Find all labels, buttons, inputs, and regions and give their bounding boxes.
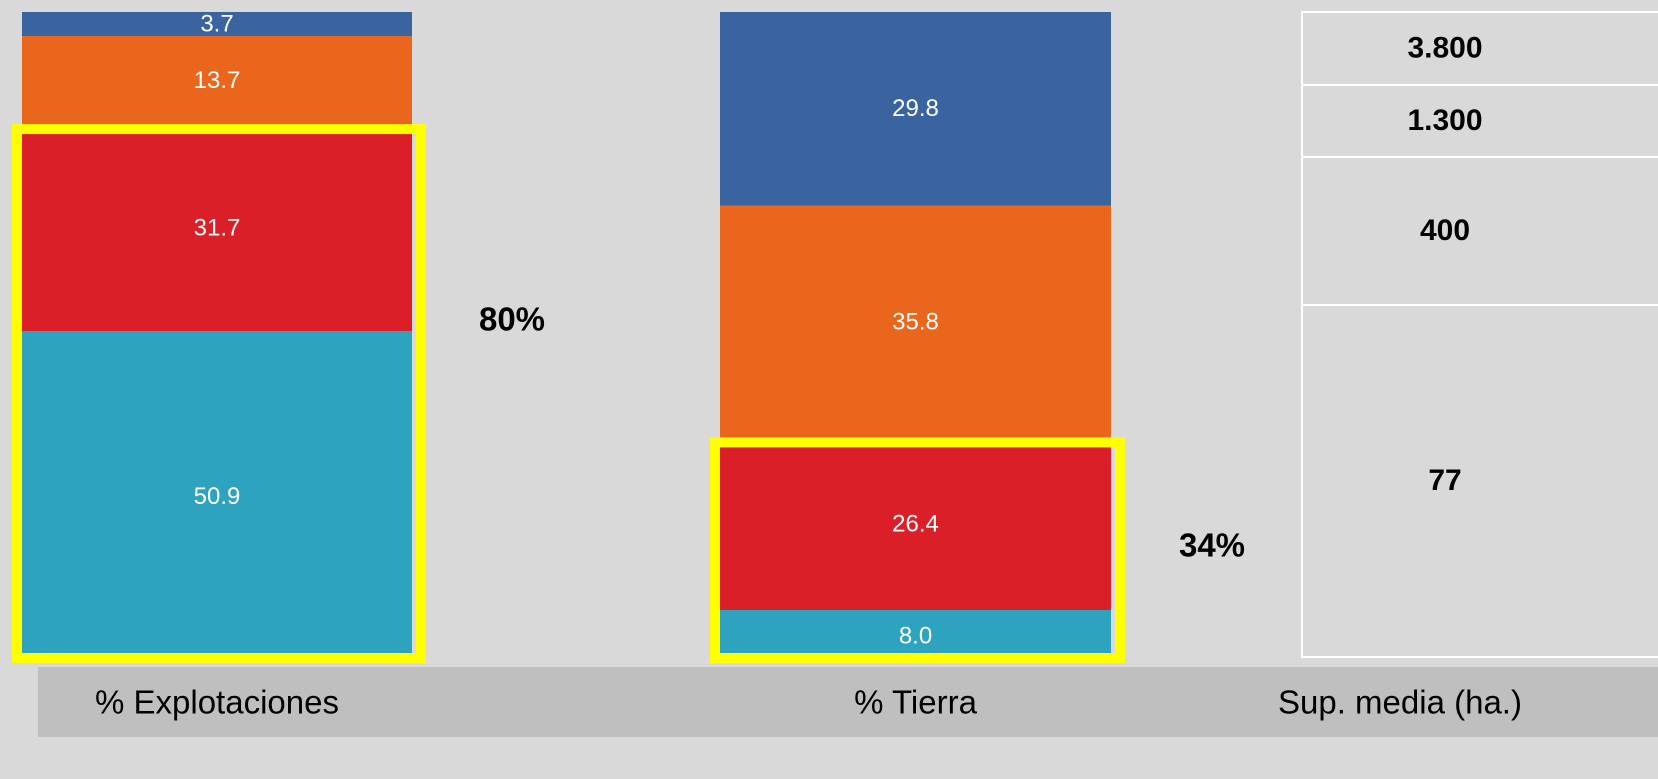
bar-segment <box>22 12 412 37</box>
category-label: % Explotaciones <box>95 684 339 721</box>
caption-band <box>38 667 1658 737</box>
data-label: 35.8 <box>892 308 939 335</box>
table-label: Sup. media (ha.) <box>1278 684 1522 721</box>
bar-segment <box>22 36 412 126</box>
table-value: 3.800 <box>1407 31 1482 64</box>
bar-segment <box>720 438 1111 610</box>
bar-segment <box>22 125 412 332</box>
highlight-box <box>12 124 426 664</box>
annotation: 34% <box>1179 527 1245 564</box>
table-cell <box>1301 84 1658 158</box>
data-label: 13.7 <box>194 67 241 94</box>
data-label: 31.7 <box>194 214 241 241</box>
data-label: 3.7 <box>200 10 233 37</box>
table-value: 1.300 <box>1407 104 1482 137</box>
table-cell <box>1301 11 1658 86</box>
category-label: % Tierra <box>854 684 978 721</box>
bar-segment <box>720 12 1111 206</box>
table: 3.800 1.300 400 77 <box>1301 11 1658 658</box>
table-cell <box>1301 156 1658 306</box>
data-label: 29.8 <box>892 95 939 122</box>
annotation: 80% <box>479 301 545 338</box>
bar-segment <box>22 331 412 662</box>
data-label: 26.4 <box>892 511 939 538</box>
data-label: 50.9 <box>194 483 241 510</box>
table-value: 77 <box>1428 464 1461 497</box>
bar-segment <box>720 205 1111 439</box>
table-cell <box>1301 304 1658 658</box>
data-label: 8.0 <box>899 622 932 649</box>
table-value: 400 <box>1420 214 1470 247</box>
highlight-box <box>710 437 1125 663</box>
